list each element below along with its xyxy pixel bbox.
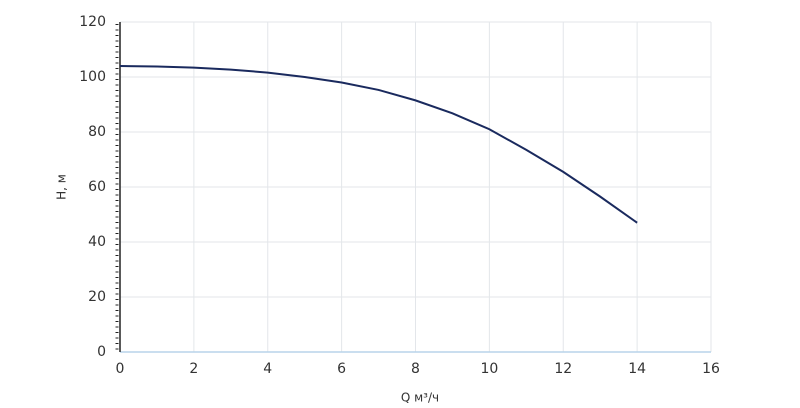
x-tick-label: 8 xyxy=(411,361,420,377)
x-tick-label: 2 xyxy=(189,361,198,377)
y-tick-label: 120 xyxy=(79,14,106,30)
y-axis-label: H, м xyxy=(55,174,69,200)
y-tick-label: 100 xyxy=(79,69,106,85)
x-tick-label: 10 xyxy=(480,361,498,377)
y-tick-label: 40 xyxy=(88,234,106,250)
grid xyxy=(120,21,712,352)
x-tick-label: 0 xyxy=(116,361,125,377)
x-tick-label: 14 xyxy=(628,361,646,377)
y-tick-label: 60 xyxy=(88,179,106,195)
x-tick-label: 4 xyxy=(263,361,272,377)
x-tick-label: 6 xyxy=(337,361,346,377)
y-tick-label: 20 xyxy=(88,289,106,305)
x-tick-label: 16 xyxy=(702,361,720,377)
x-axis-label: Q м³/ч xyxy=(401,391,439,405)
y-tick-label: 80 xyxy=(88,124,106,140)
data-line xyxy=(119,65,638,224)
x-tick-label: 12 xyxy=(554,361,572,377)
y-tick-label: 0 xyxy=(97,344,106,360)
